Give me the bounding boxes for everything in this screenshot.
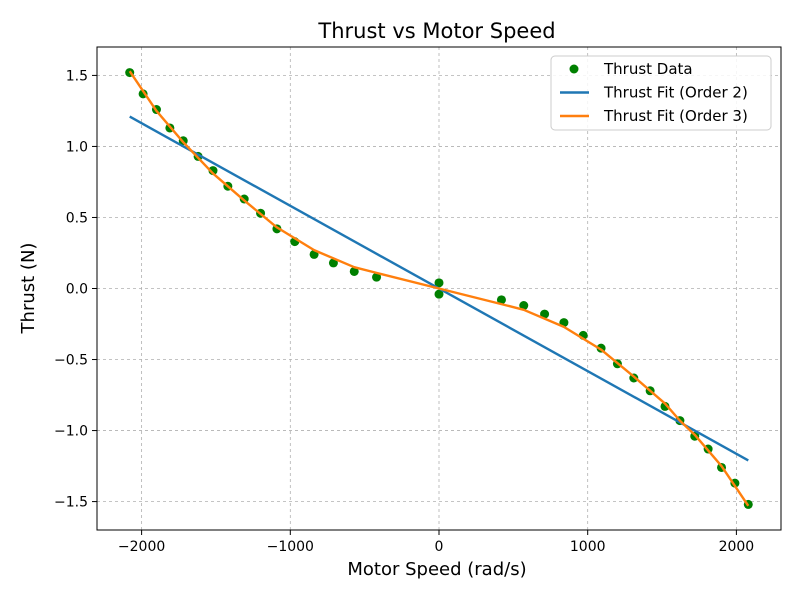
chart-title: Thrust vs Motor Speed bbox=[317, 19, 555, 43]
x-tick-label: 0 bbox=[435, 539, 444, 555]
legend: Thrust Data Thrust Fit (Order 2) Thrust Fi… bbox=[550, 55, 772, 131]
x-axis-label: Motor Speed (rad/s) bbox=[347, 559, 526, 580]
data-point bbox=[328, 258, 338, 268]
legend-label: Thrust Data bbox=[603, 60, 693, 78]
series-line-2 bbox=[128, 70, 750, 507]
x-tick-label: −1000 bbox=[267, 539, 314, 555]
data-point bbox=[372, 272, 382, 282]
x-tick-label: −2000 bbox=[118, 539, 165, 555]
legend-box bbox=[550, 55, 772, 131]
data-point bbox=[434, 289, 444, 299]
axis-ticks: −2000 −1000 0 1000 2000 −1.5 −1.0 −0.5 0.0 0.5 1.0… bbox=[54, 68, 754, 555]
data-point bbox=[540, 309, 550, 319]
data-point bbox=[660, 401, 670, 411]
y-tick-label: −1.5 bbox=[54, 495, 88, 511]
data-point bbox=[496, 295, 506, 305]
x-tick-label: 2000 bbox=[719, 539, 755, 555]
y-tick-label: 1.5 bbox=[66, 68, 88, 84]
data-point bbox=[349, 266, 359, 276]
y-axis-label: Thrust (N) bbox=[18, 243, 39, 335]
legend-marker bbox=[569, 64, 579, 74]
y-tick-label: 0.5 bbox=[66, 210, 88, 226]
data-point bbox=[208, 166, 218, 176]
x-tick-label: 1000 bbox=[570, 539, 606, 555]
data-point bbox=[434, 278, 444, 288]
plot-area bbox=[125, 68, 753, 509]
y-tick-label: 1.0 bbox=[66, 139, 88, 155]
legend-label: Thrust Fit (Order 3) bbox=[603, 107, 748, 125]
y-tick-label: −1.0 bbox=[54, 424, 88, 440]
legend-label: Thrust Fit (Order 2) bbox=[603, 84, 748, 102]
y-tick-label: 0.0 bbox=[66, 282, 88, 298]
y-tick-label: −0.5 bbox=[54, 353, 88, 369]
data-point bbox=[519, 301, 529, 311]
